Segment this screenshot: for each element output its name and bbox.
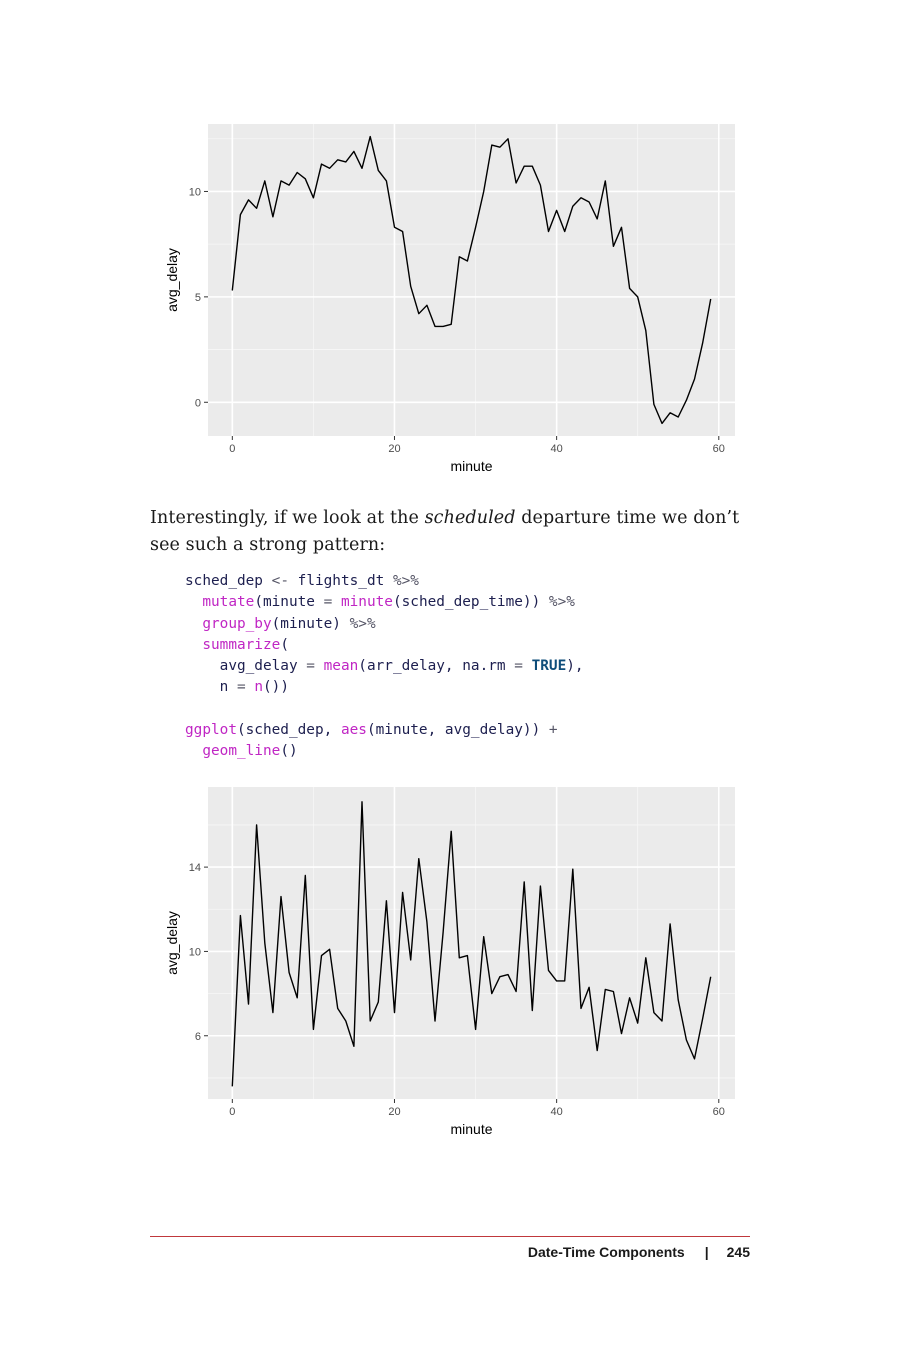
y-tick-label: 10 xyxy=(189,946,201,958)
code-line-5: avg_delay = mean(arr_delay, na.rm = TRUE… xyxy=(219,658,584,675)
series-line xyxy=(231,135,712,425)
footer-section-title: Date-Time Components xyxy=(527,1244,685,1260)
x-tick-label: 0 xyxy=(229,1106,235,1118)
code-line-4: summarize( xyxy=(202,636,289,653)
x-tick-label: 60 xyxy=(713,1106,725,1118)
code-line-1: sched_dep <- flights_dt %>% xyxy=(185,573,419,589)
x-tick-label: 20 xyxy=(388,443,400,455)
code-line-2: mutate(minute = minute(sched_dep_time)) … xyxy=(202,594,575,611)
footer-rule xyxy=(150,1236,750,1237)
paragraph-text-b: departure time we don’t see such a stron… xyxy=(150,508,740,555)
minute-delay-chart-actual: 0 20 40 60 0 5 10 minute avg_delay xyxy=(150,110,750,480)
x-axis-title: minute xyxy=(450,458,492,474)
code-block: sched_dep <- flights_dt %>% mutate(minut… xyxy=(185,571,584,763)
y-tick-label: 6 xyxy=(195,1031,201,1043)
y-tick-label: 14 xyxy=(189,862,201,874)
code-line-9: geom_line() xyxy=(202,743,298,760)
footer-separator: | xyxy=(704,1244,709,1260)
x-tick-label: 20 xyxy=(388,1106,400,1118)
page-number: 245 xyxy=(726,1244,750,1260)
minute-delay-chart-scheduled: 0 20 40 60 6 10 14 minute avg_delay xyxy=(150,773,750,1143)
body-paragraph: Interestingly, if we look at the schedul… xyxy=(150,505,755,559)
plot-panel xyxy=(208,787,735,1099)
y-axis-title: avg_delay xyxy=(164,248,180,312)
code-line-8: ggplot(sched_dep, aes(minute, avg_delay)… xyxy=(185,722,558,739)
x-tick-label: 60 xyxy=(713,443,725,455)
y-tick-label: 5 xyxy=(195,292,201,304)
x-tick-label: 0 xyxy=(229,443,235,455)
plot-panel xyxy=(208,124,735,436)
code-line-6: n = n()) xyxy=(219,679,289,696)
chart-svg: 0 20 40 60 6 10 14 minute avg_delay xyxy=(164,787,735,1137)
x-tick-label: 40 xyxy=(551,1106,563,1118)
y-axis-title: avg_delay xyxy=(164,911,180,975)
page-footer: Date-Time Components | 245 xyxy=(528,1244,750,1260)
y-tick-label: 0 xyxy=(195,397,201,409)
paragraph-text-a: Interestingly, if we look at the xyxy=(150,508,425,528)
paragraph-emphasis: scheduled xyxy=(424,508,516,528)
x-tick-label: 40 xyxy=(551,443,563,455)
x-axis-title: minute xyxy=(450,1121,492,1137)
series-line xyxy=(231,801,712,1087)
chart-svg: 0 20 40 60 0 5 10 minute avg_delay xyxy=(164,124,735,474)
y-tick-label: 10 xyxy=(189,186,201,198)
code-line-3: group_by(minute) %>% xyxy=(202,615,376,632)
